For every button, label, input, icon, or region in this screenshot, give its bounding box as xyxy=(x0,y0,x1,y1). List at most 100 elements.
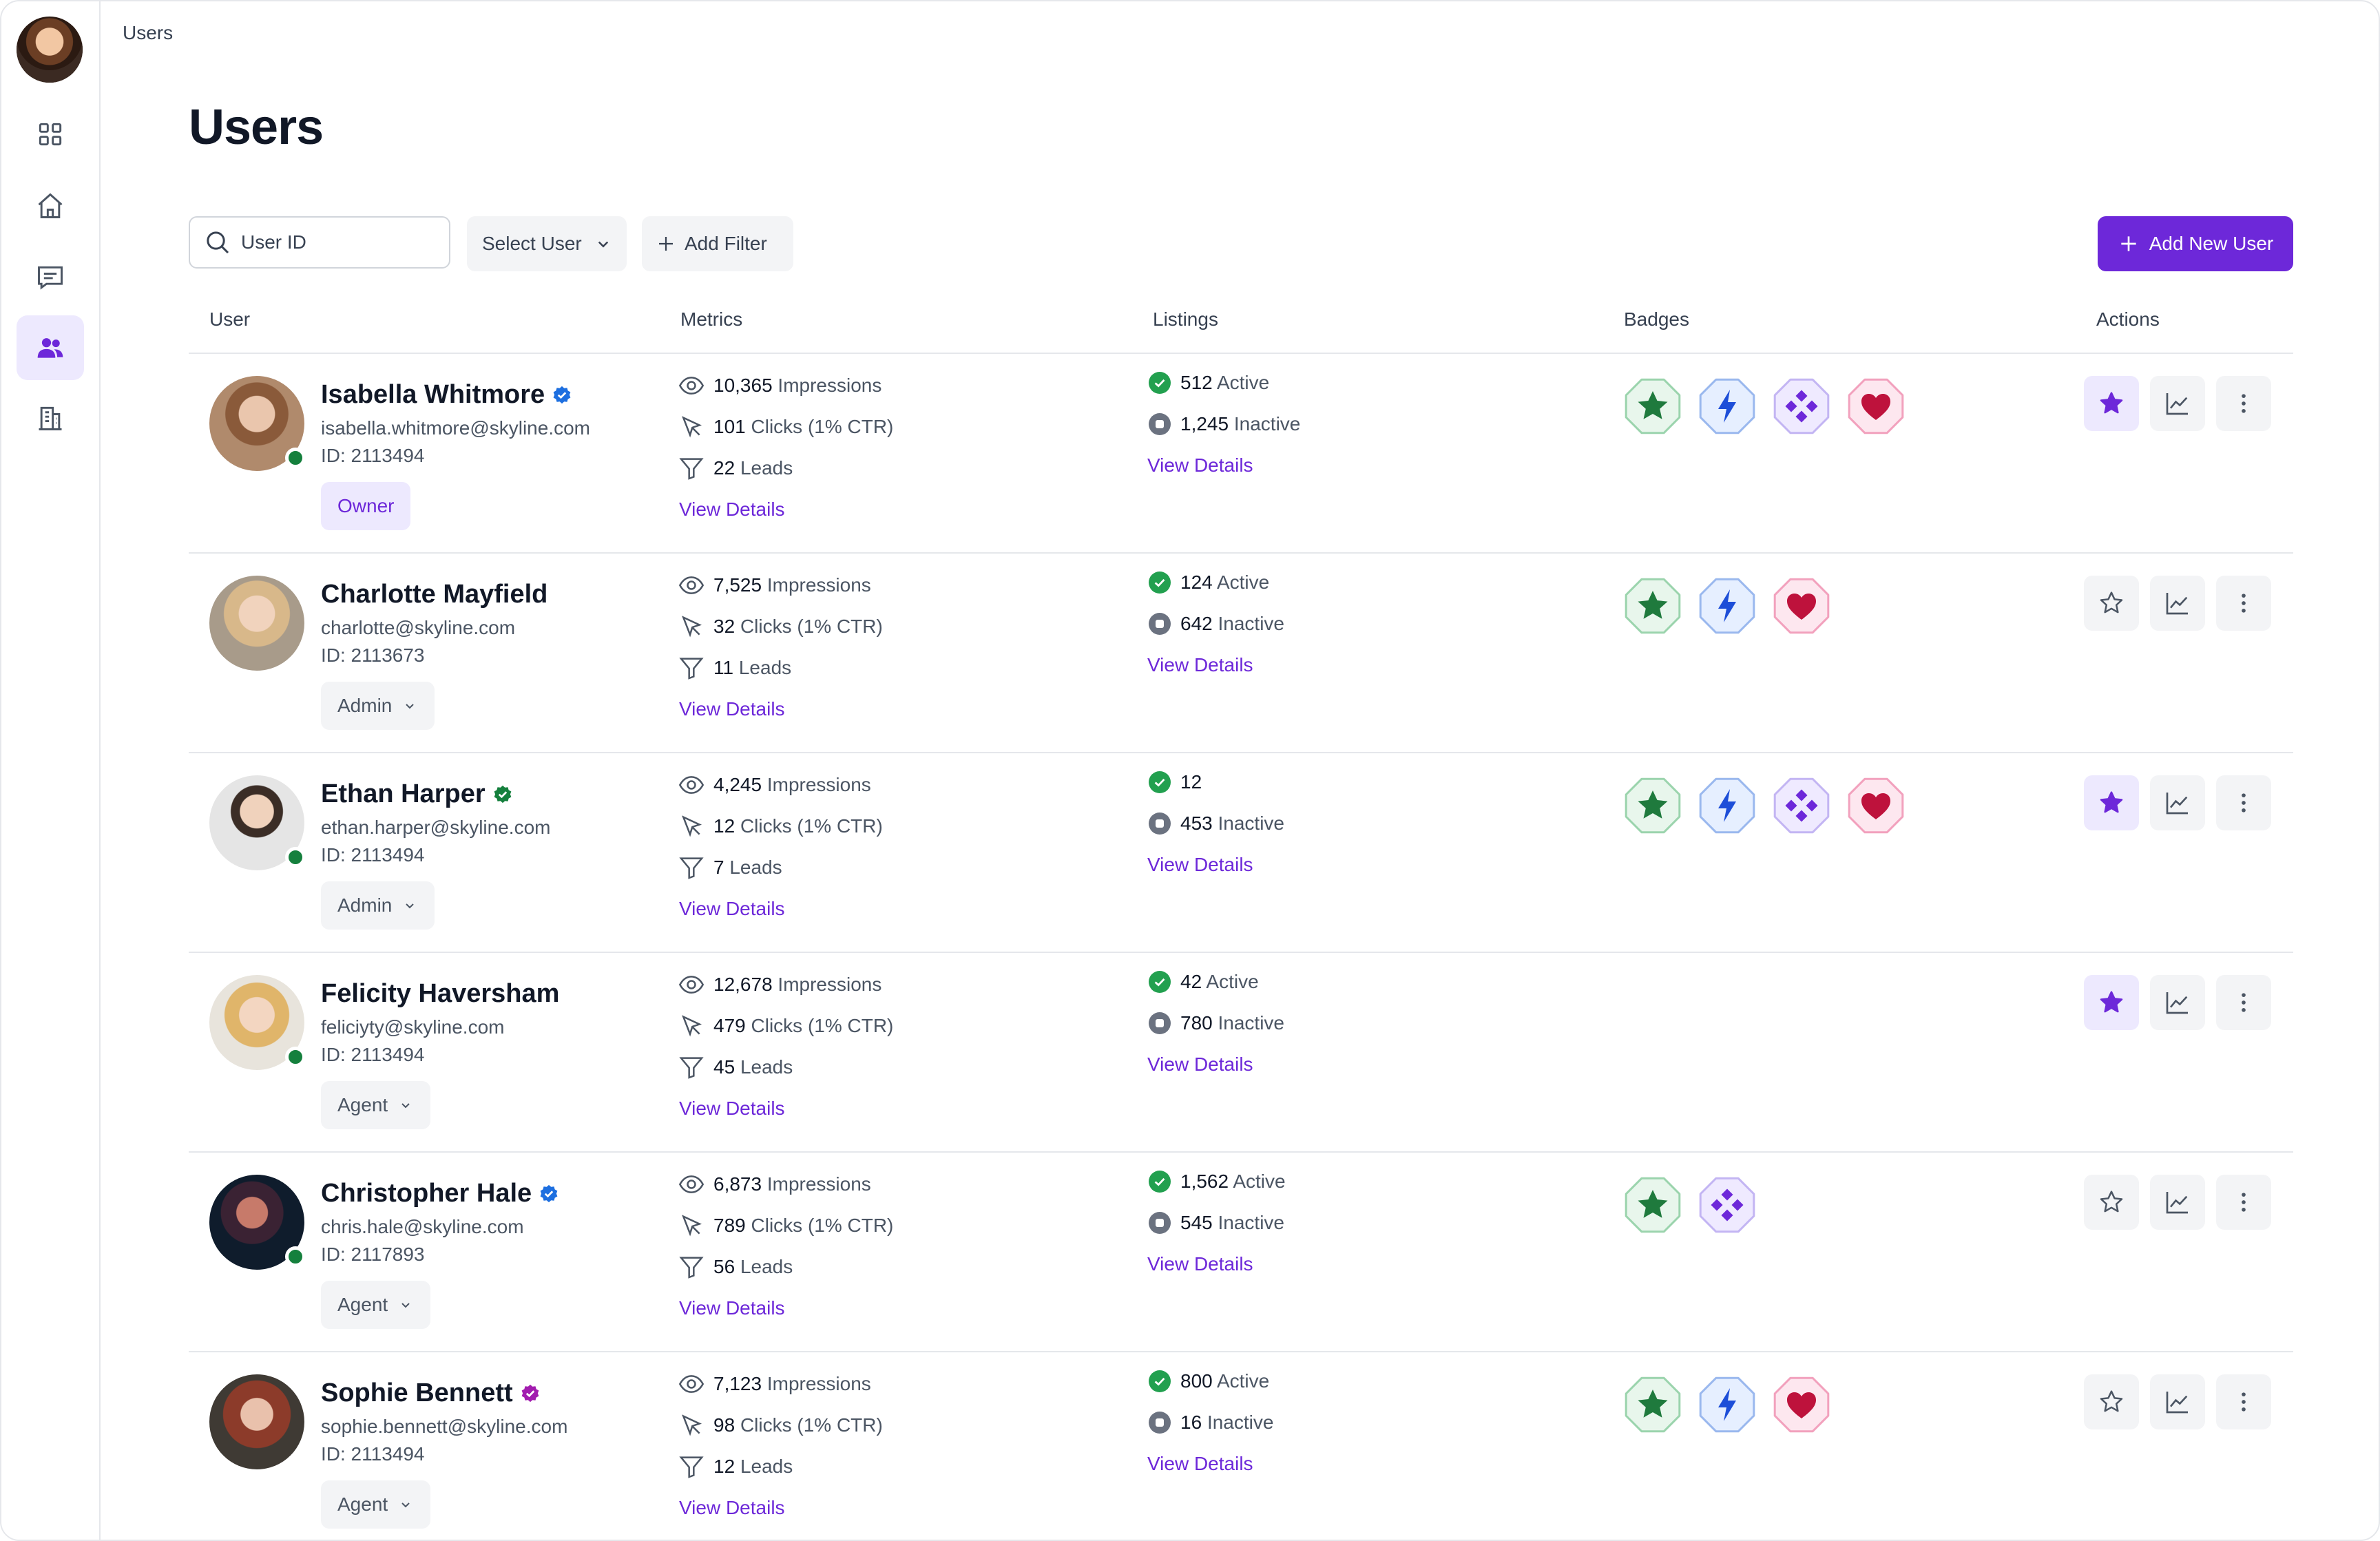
favorite-button[interactable] xyxy=(2084,1374,2139,1429)
metrics-view-details-link[interactable]: View Details xyxy=(679,698,785,720)
clicks-label: Clicks (1% CTR) xyxy=(751,1215,894,1236)
analytics-button[interactable] xyxy=(2150,376,2205,431)
sidebar-item-messages[interactable] xyxy=(17,245,84,310)
clicks-label: Clicks (1% CTR) xyxy=(740,815,883,837)
star-badge-icon xyxy=(1621,1173,1684,1237)
user-name[interactable]: Sophie Bennett xyxy=(321,1378,513,1407)
analytics-button[interactable] xyxy=(2150,1175,2205,1230)
listing-active: 42 Active xyxy=(1149,971,1259,993)
sidebar-item-dashboard[interactable] xyxy=(17,102,84,167)
favorite-button[interactable] xyxy=(2084,775,2139,830)
analytics-button[interactable] xyxy=(2150,775,2205,830)
breadcrumb[interactable]: Users xyxy=(123,22,174,43)
heart-badge-icon xyxy=(1844,375,1908,438)
user-avatar[interactable] xyxy=(209,975,306,1070)
role-select[interactable]: Owner xyxy=(321,482,411,530)
metrics-view-details-link[interactable]: View Details xyxy=(679,898,785,919)
eye-icon xyxy=(678,1175,704,1193)
user-avatar[interactable] xyxy=(209,1175,306,1270)
metrics-view-details-link[interactable]: View Details xyxy=(679,1098,785,1119)
role-select[interactable]: Agent xyxy=(321,1281,431,1329)
role-select[interactable]: Agent xyxy=(321,1081,431,1129)
more-options-button[interactable] xyxy=(2216,775,2271,830)
user-avatar[interactable] xyxy=(209,775,306,870)
listings-view-details-link[interactable]: View Details xyxy=(1147,854,1253,875)
user-name[interactable]: Ethan Harper xyxy=(321,779,486,808)
impressions-label: Impressions xyxy=(777,375,882,396)
more-vertical-icon xyxy=(2242,993,2246,1012)
user-name-wrap: Ethan Harper xyxy=(321,779,513,809)
listing-active: 1,562 Active xyxy=(1149,1171,1286,1193)
clicks-label: Clicks (1% CTR) xyxy=(751,416,894,437)
chart-line-icon xyxy=(2166,593,2188,615)
leads-value: 7 xyxy=(713,857,724,878)
metric-leads: 11 Leads xyxy=(678,654,791,682)
add-filter-label: Add Filter xyxy=(685,233,767,254)
chevron-down-icon xyxy=(598,241,608,248)
eye-icon xyxy=(678,776,704,794)
listings-view-details-link[interactable]: View Details xyxy=(1147,654,1253,675)
more-options-button[interactable] xyxy=(2216,376,2271,431)
table-row: Christopher Hale chris.hale@skyline.com … xyxy=(189,1153,2293,1352)
more-options-button[interactable] xyxy=(2216,1175,2271,1230)
user-avatar[interactable] xyxy=(209,376,306,471)
metric-leads: 56 Leads xyxy=(678,1253,793,1281)
user-name[interactable]: Charlotte Mayfield xyxy=(321,580,548,609)
eye-icon xyxy=(678,576,704,594)
user-name[interactable]: Felicity Haversham xyxy=(321,979,560,1008)
metrics-view-details-link[interactable]: View Details xyxy=(679,499,785,520)
user-name[interactable]: Christopher Hale xyxy=(321,1179,532,1208)
role-select[interactable]: Agent xyxy=(321,1480,431,1529)
listings-view-details-link[interactable]: View Details xyxy=(1147,454,1253,476)
more-options-button[interactable] xyxy=(2216,576,2271,631)
analytics-button[interactable] xyxy=(2150,576,2205,631)
analytics-button[interactable] xyxy=(2150,1374,2205,1429)
add-new-user-button[interactable]: Add New User xyxy=(2098,216,2293,271)
listing-inactive: 453 Inactive xyxy=(1149,813,1284,835)
listings-view-details-link[interactable]: View Details xyxy=(1147,1453,1253,1474)
table-row: Charlotte Mayfield charlotte@skyline.com… xyxy=(189,554,2293,753)
search-icon xyxy=(207,231,229,254)
user-name-wrap: Isabella Whitmore xyxy=(321,380,572,410)
leads-value: 56 xyxy=(713,1256,735,1277)
more-options-button[interactable] xyxy=(2216,1374,2271,1429)
favorite-button[interactable] xyxy=(2084,376,2139,431)
user-name[interactable]: Isabella Whitmore xyxy=(321,380,545,409)
chevron-down-icon xyxy=(401,1303,410,1308)
search-input[interactable] xyxy=(240,231,435,254)
inactive-count: 545 xyxy=(1180,1212,1213,1233)
users-table: User Metrics Listings Badges Actions Isa… xyxy=(189,297,2293,1540)
impressions-label: Impressions xyxy=(766,574,871,596)
role-select[interactable]: Admin xyxy=(321,682,435,730)
analytics-button[interactable] xyxy=(2150,975,2205,1030)
star-icon xyxy=(2100,791,2123,813)
search-box[interactable] xyxy=(189,216,450,269)
metric-leads: 22 Leads xyxy=(678,454,793,482)
more-options-button[interactable] xyxy=(2216,975,2271,1030)
sidebar-item-users[interactable] xyxy=(17,315,84,380)
listings-view-details-link[interactable]: View Details xyxy=(1147,1053,1253,1075)
favorite-button[interactable] xyxy=(2084,1175,2139,1230)
listings-view-details-link[interactable]: View Details xyxy=(1147,1253,1253,1275)
favorite-button[interactable] xyxy=(2084,975,2139,1030)
leads-label: Leads xyxy=(729,857,782,878)
chevron-down-icon xyxy=(406,903,415,909)
metric-clicks: 32 Clicks (1% CTR) xyxy=(678,613,883,640)
user-avatar[interactable] xyxy=(209,1374,304,1469)
home-icon xyxy=(38,193,63,218)
sidebar xyxy=(1,1,101,1540)
table-row: Ethan Harper ethan.harper@skyline.com ID… xyxy=(189,753,2293,953)
sidebar-item-home[interactable] xyxy=(17,174,84,238)
role-select[interactable]: Admin xyxy=(321,881,435,930)
sidebar-item-buildings[interactable] xyxy=(17,386,84,450)
select-user-dropdown[interactable]: Select User xyxy=(467,216,627,271)
heart-badge-icon xyxy=(1770,574,1833,638)
add-filter-button[interactable]: Add Filter xyxy=(642,216,793,271)
metrics-view-details-link[interactable]: View Details xyxy=(679,1297,785,1319)
user-avatar[interactable] xyxy=(209,576,304,671)
favorite-button[interactable] xyxy=(2084,576,2139,631)
profile-avatar[interactable] xyxy=(17,17,83,83)
metrics-view-details-link[interactable]: View Details xyxy=(679,1497,785,1518)
bolt-badge-icon xyxy=(1695,574,1759,638)
impressions-value: 7,123 xyxy=(713,1373,762,1394)
